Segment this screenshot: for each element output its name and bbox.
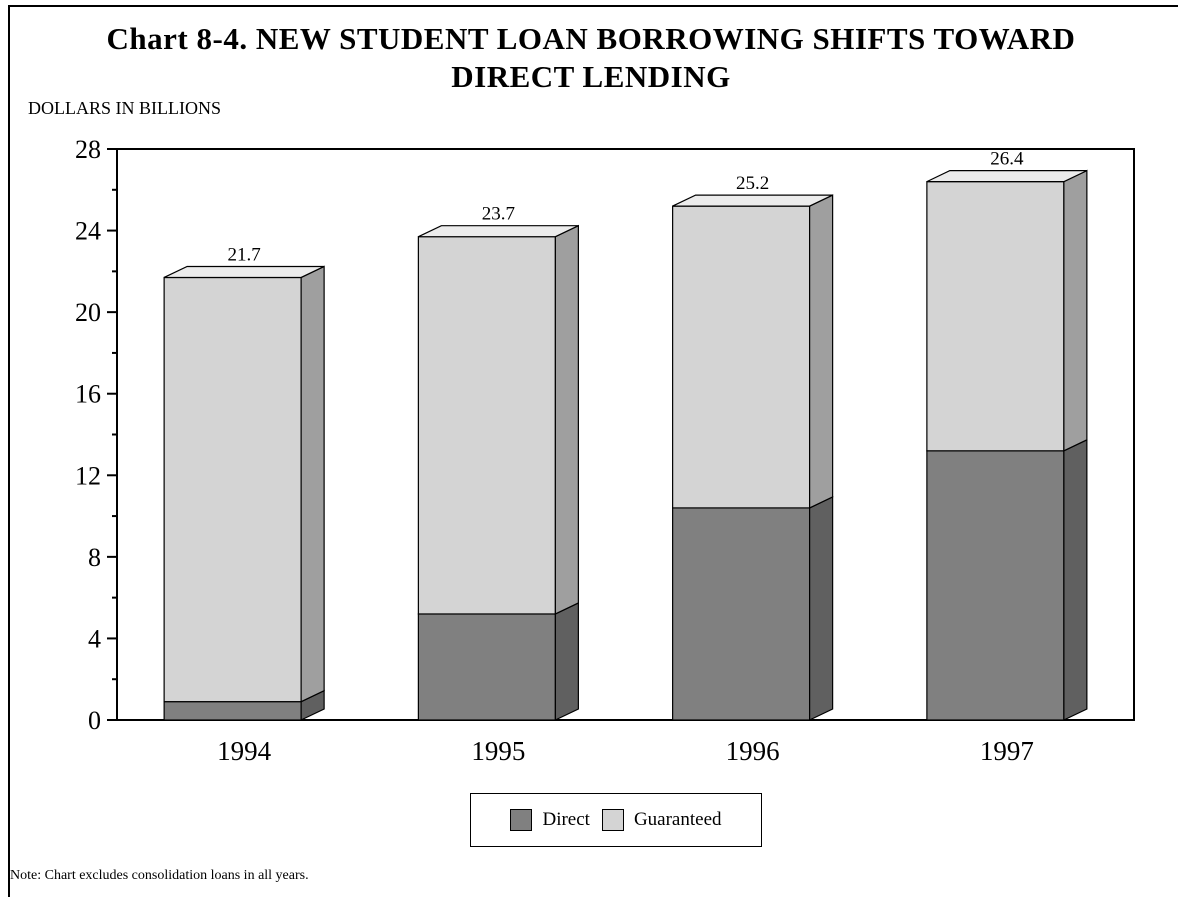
bar-guaranteed-front	[926, 181, 1065, 452]
bar-guaranteed-front	[163, 276, 302, 703]
y-tick-label: 20	[75, 298, 101, 327]
legend: Direct Guaranteed	[470, 793, 762, 847]
chart-title: Chart 8-4. NEW STUDENT LOAN BORROWING SH…	[0, 20, 1182, 96]
legend-swatch-direct	[510, 809, 533, 831]
bar-direct-side	[809, 495, 834, 721]
title-line-1: Chart 8-4. NEW STUDENT LOAN BORROWING SH…	[106, 21, 1076, 56]
legend-label-guaranteed: Guaranteed	[633, 809, 722, 830]
bar-guaranteed-side	[809, 194, 834, 509]
bar-top-face	[926, 170, 1088, 183]
units-label: DOLLARS IN BILLIONS	[28, 98, 221, 118]
bar-direct-side	[1063, 438, 1088, 721]
bar-total-label: 25.2	[736, 173, 769, 194]
bar-guaranteed-side	[300, 265, 325, 703]
x-tick-label: 1995	[471, 736, 525, 766]
y-tick-label: 8	[88, 543, 101, 572]
footnote: Note: Chart excludes consolidation loans…	[10, 868, 309, 883]
bar-guaranteed-front	[417, 236, 556, 615]
bar-guaranteed-side	[1063, 169, 1088, 452]
title-line-2: DIRECT LENDING	[451, 59, 731, 94]
bar-top-face	[418, 225, 579, 238]
bar-direct-front	[163, 701, 302, 721]
x-tick-label: 1996	[726, 736, 780, 766]
x-tick-label: 1994	[217, 736, 272, 766]
bar-total-label: 21.7	[228, 244, 261, 265]
legend-label-direct: Direct	[542, 809, 590, 830]
bar-total-label: 26.4	[990, 149, 1024, 170]
bar-direct-front	[926, 450, 1065, 721]
y-tick-label: 28	[75, 135, 101, 164]
y-tick-label: 4	[88, 624, 101, 653]
bar-top-face	[672, 194, 833, 207]
y-tick-label: 16	[75, 380, 101, 409]
y-tick-label: 0	[88, 706, 101, 735]
legend-item-guaranteed: Guaranteed	[601, 809, 722, 831]
bar-direct-side	[554, 602, 579, 721]
chart-frame	[8, 5, 1178, 897]
bar-guaranteed-side	[554, 224, 579, 615]
bar-top-face	[163, 265, 325, 279]
x-tick-label: 1997	[980, 736, 1034, 766]
y-tick-label: 24	[75, 217, 101, 246]
bar-total-label: 23.7	[482, 204, 515, 225]
y-tick-label: 12	[75, 461, 101, 490]
legend-swatch-guaranteed	[601, 809, 624, 831]
bar-guaranteed-front	[672, 205, 811, 509]
bar-direct-front	[417, 613, 556, 721]
legend-item-direct: Direct	[510, 809, 590, 831]
bar-direct-front	[672, 507, 811, 721]
